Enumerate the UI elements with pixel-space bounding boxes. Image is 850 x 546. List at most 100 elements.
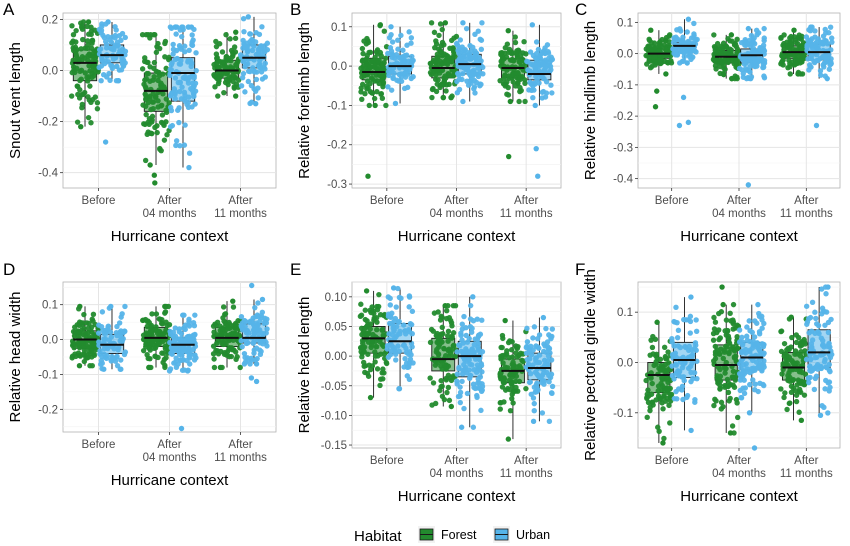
data-point [822, 59, 829, 65]
legend-label-urban: Urban [516, 528, 550, 542]
data-point [506, 73, 512, 79]
data-point [462, 367, 468, 373]
data-point [808, 55, 814, 62]
data-point [759, 56, 765, 63]
data-point [681, 377, 687, 384]
data-point [741, 390, 748, 397]
data-point [159, 321, 166, 327]
data-point [440, 331, 446, 337]
data-point [398, 295, 404, 301]
data-point [471, 86, 477, 92]
data-point [789, 334, 795, 341]
data-point [381, 350, 388, 357]
data-point [728, 32, 735, 38]
data-point [718, 50, 724, 57]
data-point [723, 359, 729, 366]
data-point [549, 90, 555, 96]
data-point [730, 301, 737, 308]
data-point [828, 35, 835, 41]
data-point [166, 321, 173, 328]
data-point [437, 387, 443, 394]
data-point [235, 77, 242, 83]
data-point [795, 377, 801, 383]
x-tick-label: After [444, 455, 468, 467]
data-point [505, 365, 511, 371]
box-forest-1 [139, 32, 172, 186]
data-point [744, 40, 751, 47]
data-point [167, 24, 174, 30]
data-point [500, 81, 507, 87]
data-point [716, 336, 722, 343]
data-point [812, 309, 818, 315]
data-point [517, 76, 523, 83]
data-point [460, 20, 466, 26]
outlier-point [652, 104, 659, 110]
data-point [720, 301, 726, 308]
data-point [94, 100, 101, 106]
data-point [728, 47, 735, 53]
data-point [392, 347, 398, 353]
data-point [99, 21, 105, 27]
x-axis-title: Hurricane context [680, 228, 798, 245]
box-urban-2 [523, 314, 556, 425]
data-point [140, 102, 146, 108]
box-urban-1 [167, 24, 199, 171]
data-point [396, 386, 403, 392]
data-point [722, 370, 728, 376]
box-urban-0 [95, 303, 129, 372]
data-point [99, 309, 106, 315]
data-point [88, 28, 95, 35]
data-point [256, 57, 263, 64]
panel-letter: A [3, 0, 15, 19]
data-point [459, 321, 465, 327]
data-point [452, 353, 459, 360]
data-point [176, 119, 182, 126]
data-point [812, 28, 818, 34]
data-point [103, 355, 110, 362]
data-point [385, 68, 392, 75]
data-point [396, 348, 402, 354]
data-point [746, 410, 753, 416]
data-point [170, 46, 177, 53]
data-point [543, 90, 550, 96]
x-tick-label: 04 months [712, 468, 766, 480]
data-point [539, 89, 546, 95]
data-point [522, 98, 528, 105]
data-point [443, 75, 449, 81]
data-point [84, 45, 91, 51]
data-point [516, 378, 523, 385]
data-point [476, 348, 483, 354]
data-point [530, 95, 536, 101]
data-point [387, 313, 394, 319]
legend-key-urban [493, 526, 510, 543]
data-point [88, 348, 95, 354]
y-axis-title: Relative head length [296, 297, 313, 434]
data-point [724, 327, 731, 334]
data-point [532, 64, 539, 71]
data-point [86, 320, 92, 327]
data-point [186, 164, 192, 171]
data-point [469, 346, 476, 352]
data-point [458, 332, 464, 339]
data-point [645, 399, 652, 406]
data-point [720, 40, 727, 46]
data-point [190, 80, 196, 86]
data-point [464, 358, 470, 364]
data-point [90, 318, 96, 324]
data-point [692, 399, 698, 405]
data-point [374, 366, 381, 372]
data-point [803, 356, 810, 363]
data-point [760, 341, 766, 347]
data-point [439, 324, 445, 331]
data-point [363, 288, 370, 294]
data-point [407, 66, 413, 73]
data-point [547, 333, 554, 340]
data-point [100, 32, 106, 38]
data-point [756, 328, 763, 335]
data-point [733, 60, 740, 66]
data-point [444, 60, 450, 66]
x-tick-label: After [727, 195, 751, 207]
data-point [402, 356, 408, 362]
data-point [99, 56, 105, 62]
data-point [98, 27, 105, 34]
